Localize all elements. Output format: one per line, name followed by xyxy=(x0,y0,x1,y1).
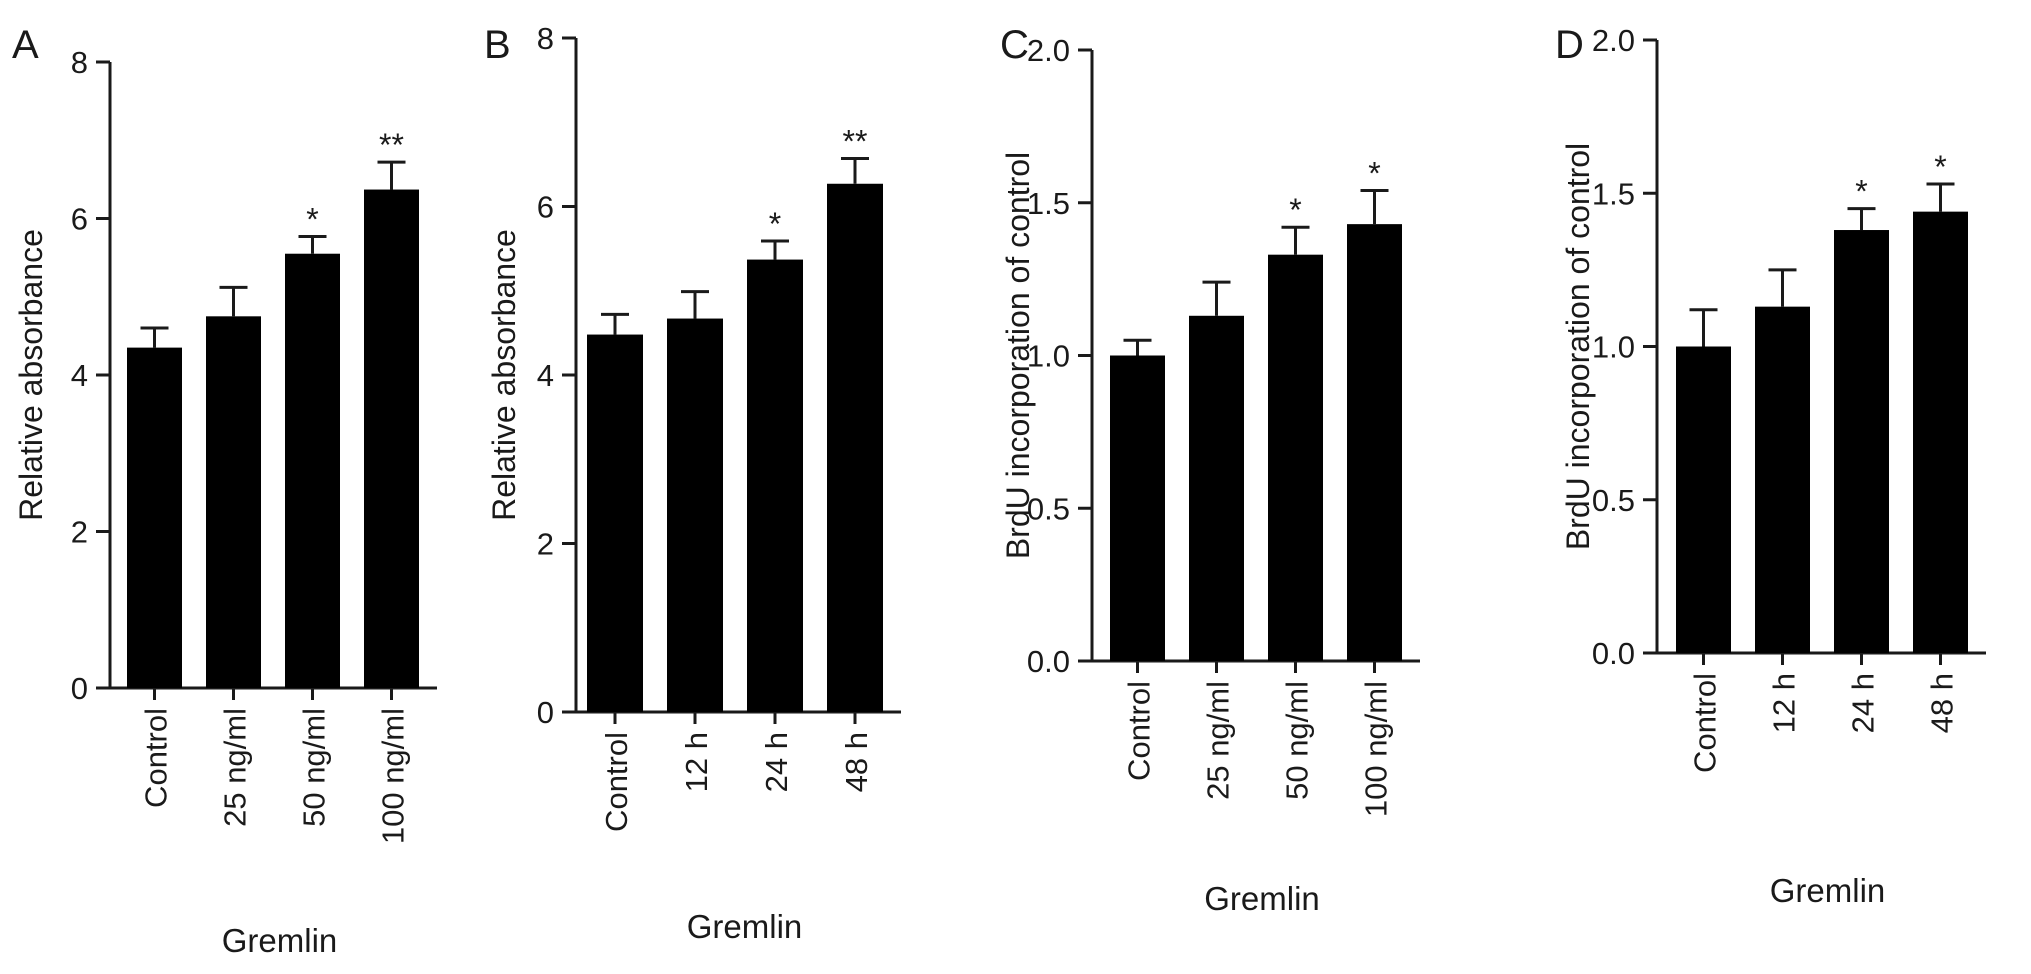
y-tick-label: 0 xyxy=(71,671,88,706)
x-axis-label: Gremlin xyxy=(1204,880,1320,917)
bar xyxy=(1755,306,1810,653)
x-tick-label: Control xyxy=(139,708,174,808)
bar xyxy=(1676,346,1731,653)
y-axis-label: Relative absorbance xyxy=(486,229,522,521)
bar xyxy=(127,347,182,688)
significance-mark: * xyxy=(306,201,318,237)
y-tick-label: 4 xyxy=(71,358,88,393)
panel-label: B xyxy=(484,23,511,67)
x-axis-label: Gremlin xyxy=(222,922,338,959)
significance-mark: * xyxy=(1368,156,1380,192)
bar xyxy=(1913,211,1968,653)
y-tick-label: 2 xyxy=(71,515,88,550)
x-tick-label: 50 ng/ml xyxy=(1280,681,1315,800)
bar xyxy=(206,316,261,688)
y-tick-label: 6 xyxy=(71,202,88,237)
y-tick-label: 2.0 xyxy=(1027,33,1070,68)
bar xyxy=(827,183,883,712)
y-tick-label: 1.0 xyxy=(1027,339,1070,374)
x-tick-label: 12 h xyxy=(679,732,714,792)
significance-mark: ** xyxy=(843,123,868,159)
bar xyxy=(747,259,803,712)
y-tick-label: 4 xyxy=(537,358,554,393)
x-tick-label: 25 ng/ml xyxy=(1201,681,1236,800)
y-tick-label: 1.5 xyxy=(1027,186,1070,221)
bar xyxy=(1347,224,1402,661)
x-tick-label: 100 ng/ml xyxy=(376,708,411,844)
y-tick-label: 0.0 xyxy=(1027,644,1070,679)
y-tick-label: 2.0 xyxy=(1592,23,1635,58)
x-axis-label: Gremlin xyxy=(687,908,803,945)
bar xyxy=(1834,230,1889,653)
panel-label: C xyxy=(1000,23,1029,67)
panel-label: D xyxy=(1555,23,1584,67)
y-tick-label: 8 xyxy=(71,45,88,80)
x-tick-label: 24 h xyxy=(1846,673,1881,733)
bar xyxy=(1189,315,1244,661)
y-axis-label: Relative absorbance xyxy=(13,229,49,521)
x-tick-label: 48 h xyxy=(839,732,874,792)
bar xyxy=(1110,355,1165,661)
x-tick-label: 24 h xyxy=(759,732,794,792)
x-tick-label: 50 ng/ml xyxy=(297,708,332,827)
y-tick-label: 8 xyxy=(537,21,554,56)
bar xyxy=(285,253,340,688)
bar xyxy=(587,334,643,712)
x-tick-label: 25 ng/ml xyxy=(218,708,253,827)
panel-label: A xyxy=(12,23,39,67)
significance-mark: * xyxy=(1934,149,1946,185)
significance-mark: * xyxy=(1855,174,1867,210)
bar xyxy=(364,189,419,689)
bar xyxy=(1268,254,1323,661)
bar xyxy=(667,318,723,712)
x-axis-label: Gremlin xyxy=(1770,872,1886,909)
x-tick-label: Control xyxy=(1122,681,1157,781)
x-tick-label: Control xyxy=(599,732,634,832)
significance-mark: * xyxy=(1289,192,1301,228)
y-axis-label: BrdU incorporation of control xyxy=(1000,152,1036,559)
y-axis-label: BrdU incorporation of control xyxy=(1560,143,1596,550)
x-tick-label: Control xyxy=(1688,673,1723,773)
y-tick-label: 0 xyxy=(537,695,554,730)
significance-mark: ** xyxy=(379,127,404,163)
y-tick-label: 6 xyxy=(537,190,554,225)
x-tick-label: 100 ng/ml xyxy=(1359,681,1394,817)
x-tick-label: 48 h xyxy=(1925,673,1960,733)
y-tick-label: 0.5 xyxy=(1592,483,1635,518)
y-tick-label: 1.5 xyxy=(1592,176,1635,211)
y-tick-label: 1.0 xyxy=(1592,330,1635,365)
significance-mark: * xyxy=(769,206,781,242)
x-tick-label: 12 h xyxy=(1767,673,1802,733)
y-tick-label: 2 xyxy=(537,527,554,562)
y-tick-label: 0.0 xyxy=(1592,636,1635,671)
y-tick-label: 0.5 xyxy=(1027,491,1070,526)
